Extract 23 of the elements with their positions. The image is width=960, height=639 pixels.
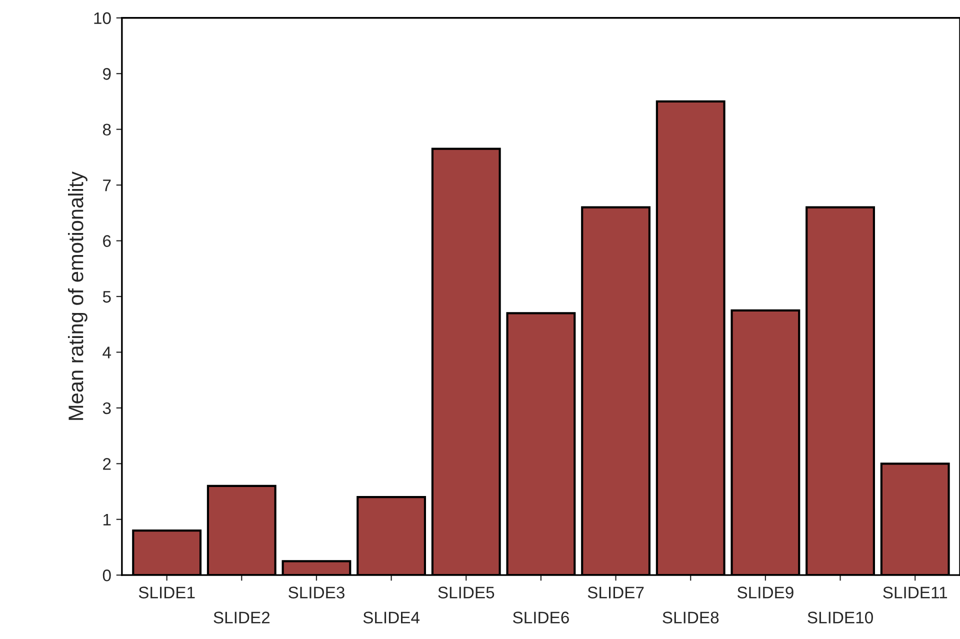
y-tick-label: 4 xyxy=(102,346,112,358)
y-tick-label: 1 xyxy=(104,514,111,526)
y-tick-label: 5 xyxy=(102,291,111,303)
x-tick-label: SLIDE10 xyxy=(808,612,873,624)
x-tick-label: SLIDE11 xyxy=(883,586,948,598)
y-tick-label: 0 xyxy=(102,570,111,582)
x-tick-label: SLIDE3 xyxy=(288,586,344,598)
y-tick-label: 6 xyxy=(103,235,111,247)
y-tick-label: 2 xyxy=(103,458,111,470)
y-tick-label: 8 xyxy=(102,124,111,136)
x-tick-label: SLIDE9 xyxy=(737,586,794,598)
x-tick-label: SLIDE7 xyxy=(588,586,644,598)
y-tick-label: 9 xyxy=(103,68,111,80)
y-axis-title: Mean rating of emotionality xyxy=(68,171,88,420)
y-tick-label: 7 xyxy=(103,180,111,192)
x-tick-label: SLIDE6 xyxy=(513,612,569,624)
x-tick-label: SLIDE4 xyxy=(363,612,420,624)
x-tick-label: SLIDE2 xyxy=(214,612,270,624)
x-tick-label: SLIDE8 xyxy=(662,612,719,624)
y-tick-label: 3 xyxy=(102,402,111,414)
x-tick-label: SLIDE1 xyxy=(138,586,195,598)
x-tick-label: SLIDE5 xyxy=(438,586,494,598)
y-tick-label: 10 xyxy=(94,12,111,24)
